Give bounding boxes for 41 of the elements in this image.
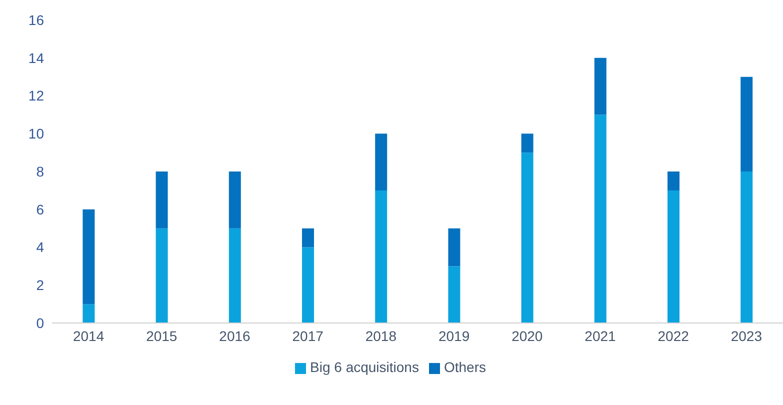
bar	[448, 228, 460, 266]
bar	[521, 134, 534, 153]
bar	[228, 172, 241, 228]
x-tick-label: 2019	[438, 328, 470, 344]
bar	[668, 172, 680, 190]
y-tick-label: 16	[28, 12, 44, 28]
bar	[448, 266, 460, 323]
y-tick-label: 4	[36, 239, 44, 256]
bar	[668, 190, 680, 323]
bar	[740, 172, 753, 323]
legend-label: Big 6 acquisitions	[310, 359, 419, 375]
bar	[156, 172, 168, 228]
x-tick-label: 2022	[658, 328, 690, 344]
x-tick-label: 2021	[584, 328, 616, 344]
bar	[375, 190, 388, 323]
x-tick-label: 2015	[146, 328, 178, 344]
bar	[302, 228, 314, 248]
bar	[375, 134, 388, 190]
bar	[740, 76, 753, 172]
x-tick-label: 2014	[72, 328, 104, 344]
y-tick-label: 14	[28, 50, 44, 66]
bar	[521, 152, 534, 323]
y-tick-label: 8	[36, 163, 44, 180]
y-tick-label: 6	[36, 201, 44, 218]
y-tick-label: 12	[28, 88, 44, 104]
bar	[82, 209, 95, 304]
legend-label: Others	[444, 359, 486, 375]
x-tick-label: 2018	[365, 328, 397, 344]
x-tick-label: 2016	[219, 328, 251, 344]
x-tick-label: 2020	[512, 328, 543, 344]
x-tick-label: 2017	[292, 328, 324, 344]
bar	[82, 304, 95, 323]
bar	[302, 247, 314, 323]
x-tick-label: 2023	[730, 328, 762, 344]
bar	[594, 58, 606, 115]
y-tick-label: 0	[36, 314, 44, 331]
y-tick-label: 2	[36, 277, 44, 294]
bar	[156, 228, 168, 323]
bar	[228, 228, 241, 323]
bar	[594, 114, 606, 323]
y-tick-label: 10	[28, 126, 44, 142]
